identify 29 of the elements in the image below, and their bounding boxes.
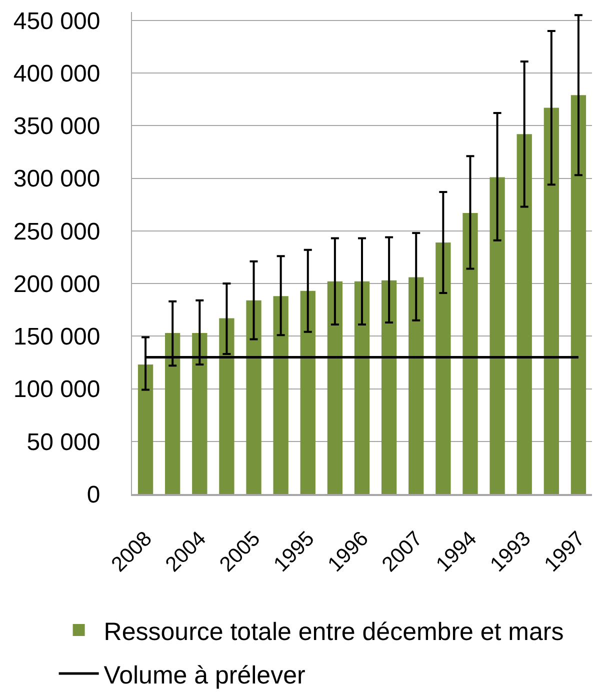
- bar: [354, 281, 370, 494]
- y-tick-label: 350 000: [13, 113, 100, 140]
- y-tick-label: 150 000: [13, 324, 100, 351]
- y-tick-label: 450 000: [13, 8, 100, 35]
- y-tick-label: 300 000: [13, 166, 100, 193]
- bar: [300, 290, 316, 494]
- bar: [462, 213, 478, 494]
- bar: [381, 280, 397, 494]
- bar: [138, 364, 154, 494]
- bar: [436, 242, 451, 494]
- bar: [544, 108, 559, 494]
- bar: [327, 281, 343, 494]
- legend-label: Volume à prélever: [104, 661, 306, 690]
- bar: [165, 332, 180, 494]
- bar: [490, 177, 505, 494]
- y-tick-label: 200 000: [13, 270, 100, 298]
- y-tick-label: 100 000: [13, 376, 100, 404]
- y-tick-label: 50 000: [26, 428, 100, 456]
- bar: [408, 277, 424, 494]
- y-tick-label: 0: [86, 481, 100, 508]
- legend-label: Ressource totale entre décembre et mars: [104, 618, 564, 646]
- y-tick-label: 250 000: [13, 218, 100, 246]
- bar: [273, 296, 288, 494]
- bar: [192, 332, 208, 494]
- bar: [219, 318, 234, 494]
- bar: [516, 134, 532, 494]
- y-tick-label: 400 000: [13, 60, 100, 88]
- bar: [570, 95, 586, 494]
- bar: [246, 300, 262, 494]
